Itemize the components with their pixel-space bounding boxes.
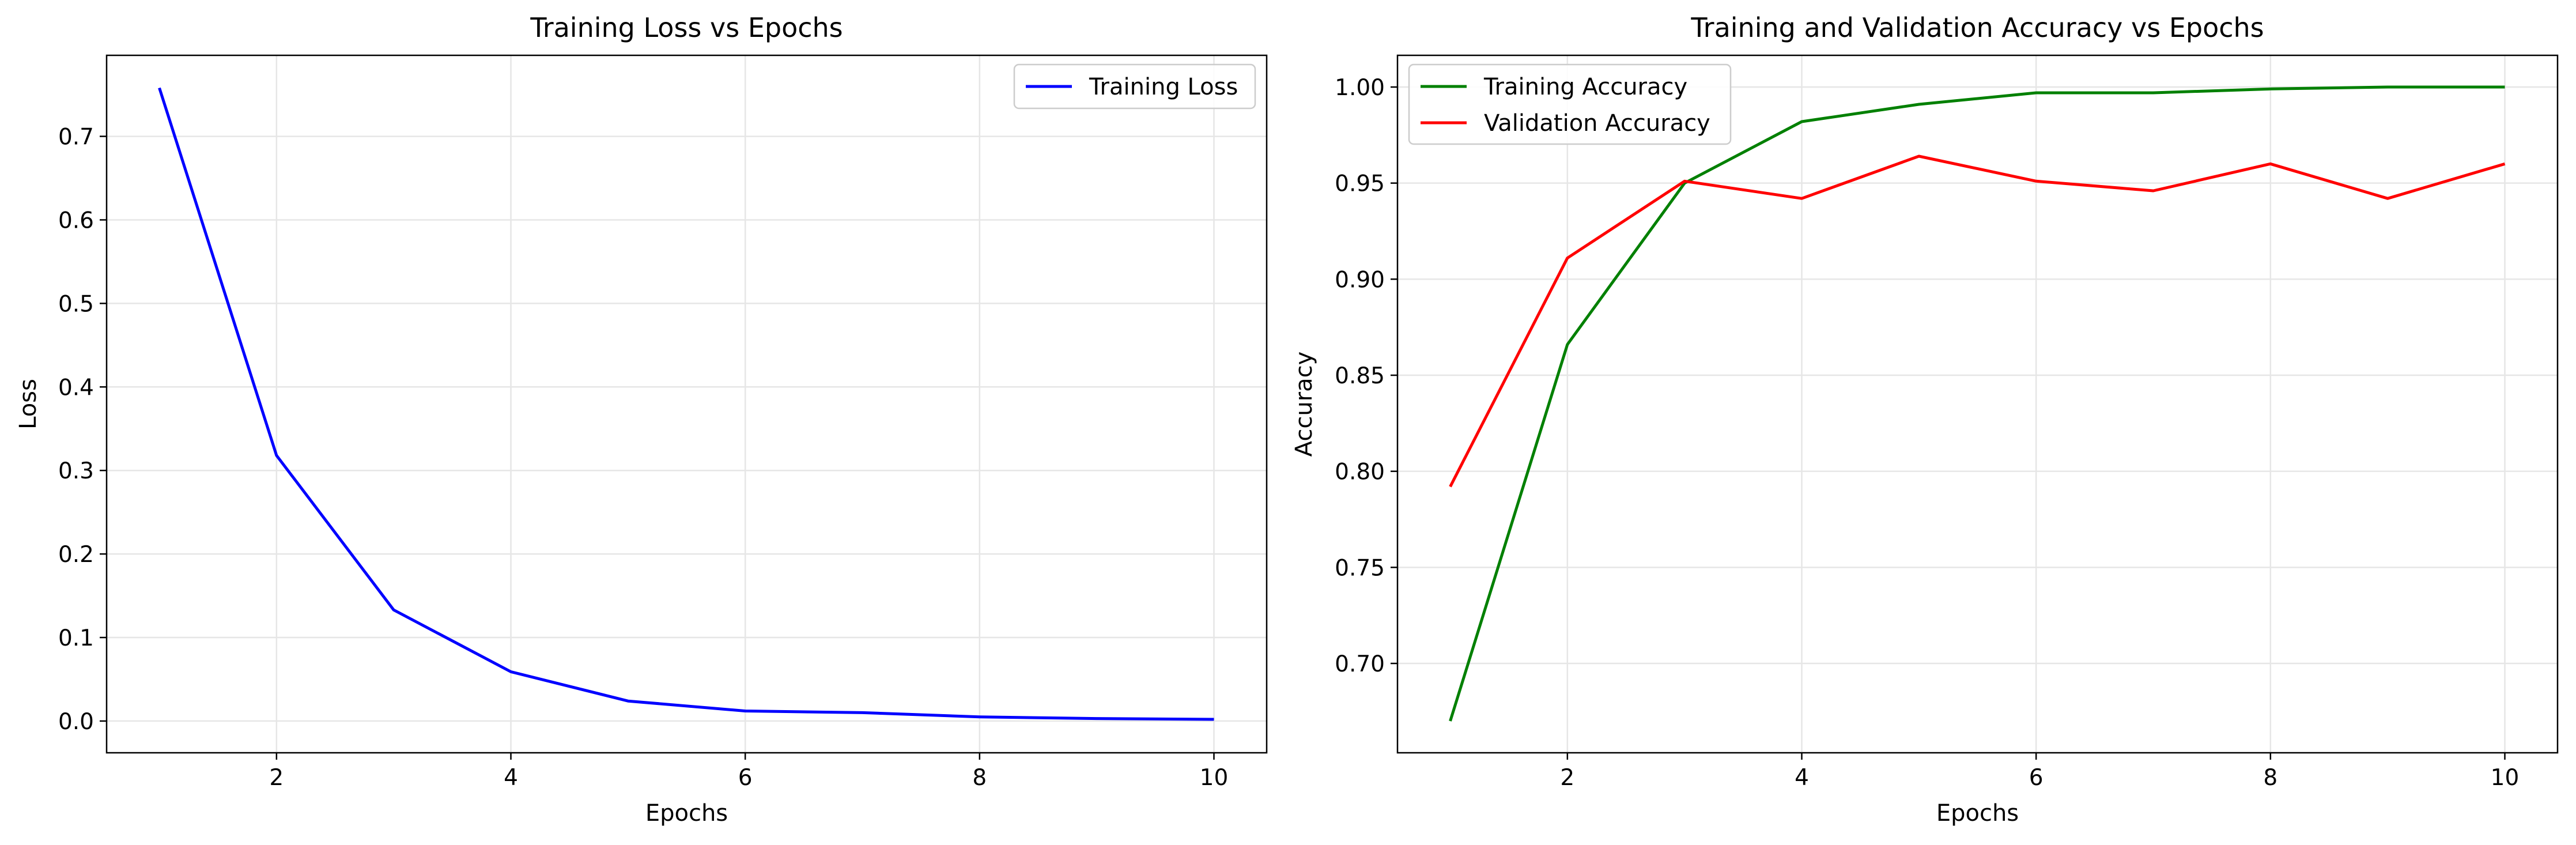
x-tick-label: 2 — [269, 765, 284, 791]
y-tick-label: 0.0 — [58, 709, 94, 735]
chart-title: Training Loss vs Epochs — [530, 12, 843, 43]
ticks: 2 4 6 8 10 0.0 0.1 0.2 0.3 0.4 0.5 0.6 0.7 — [58, 125, 1228, 791]
x-tick-label: 6 — [738, 765, 753, 791]
series-line — [1449, 154, 2506, 488]
y-tick-label: 0.90 — [1335, 267, 1385, 293]
y-tick-label: 0.1 — [58, 625, 94, 651]
legend-label: Training Loss — [1089, 74, 1238, 100]
grid — [107, 55, 1267, 753]
y-tick-label: 1.00 — [1335, 75, 1385, 101]
y-tick-label: 0.95 — [1335, 171, 1385, 197]
chart-title: Training and Validation Accuracy vs Epoc… — [1690, 12, 2264, 43]
legend-label: Validation Accuracy — [1484, 110, 1710, 137]
x-tick-label: 4 — [504, 765, 518, 791]
series-line — [158, 87, 1214, 721]
y-tick-label: 0.85 — [1335, 363, 1385, 389]
y-tick-label: 0.2 — [58, 542, 94, 568]
ticks: 2 4 6 8 10 0.70 0.75 0.80 0.85 0.90 0.95 1.00 — [1335, 75, 2519, 791]
plot-frame — [1396, 54, 2559, 754]
y-axis-label: Loss — [15, 379, 41, 429]
y-tick-label: 0.6 — [58, 208, 94, 233]
plot-frame — [105, 54, 1268, 754]
x-tick-label: 2 — [1560, 765, 1574, 791]
y-tick-label: 0.75 — [1335, 555, 1385, 581]
grid — [1397, 55, 2558, 753]
x-axis-label: Epochs — [1936, 800, 2019, 827]
legend-box — [1408, 63, 1732, 145]
legend: Training Loss — [1013, 63, 1256, 110]
x-tick-label: 4 — [1795, 765, 1809, 791]
x-tick-label: 10 — [1200, 765, 1229, 791]
series — [1449, 85, 2506, 722]
x-tick-label: 10 — [2491, 765, 2520, 791]
x-tick-label: 8 — [972, 765, 987, 791]
legend: Training Accuracy Validation Accuracy — [1408, 63, 1732, 145]
y-tick-label: 0.5 — [58, 291, 94, 317]
y-tick-label: 0.80 — [1335, 459, 1385, 485]
x-tick-label: 6 — [2029, 765, 2044, 791]
y-tick-label: 0.3 — [58, 458, 94, 484]
y-tick-label: 0.70 — [1335, 651, 1385, 677]
series-line — [1449, 85, 2505, 722]
loss-chart: Training Loss vs Epochs Epochs Loss 2 4 6 8… — [15, 12, 1268, 827]
y-axis-label: Accuracy — [1291, 352, 1317, 457]
accuracy-chart: Training and Validation Accuracy vs Epoc… — [1291, 12, 2559, 827]
x-tick-label: 8 — [2263, 765, 2277, 791]
y-tick-label: 0.7 — [58, 125, 94, 150]
legend-label: Training Accuracy — [1483, 74, 1687, 100]
x-axis-label: Epochs — [645, 800, 728, 827]
legend-box — [1013, 63, 1256, 110]
series — [158, 87, 1214, 721]
y-tick-label: 0.4 — [58, 375, 94, 401]
